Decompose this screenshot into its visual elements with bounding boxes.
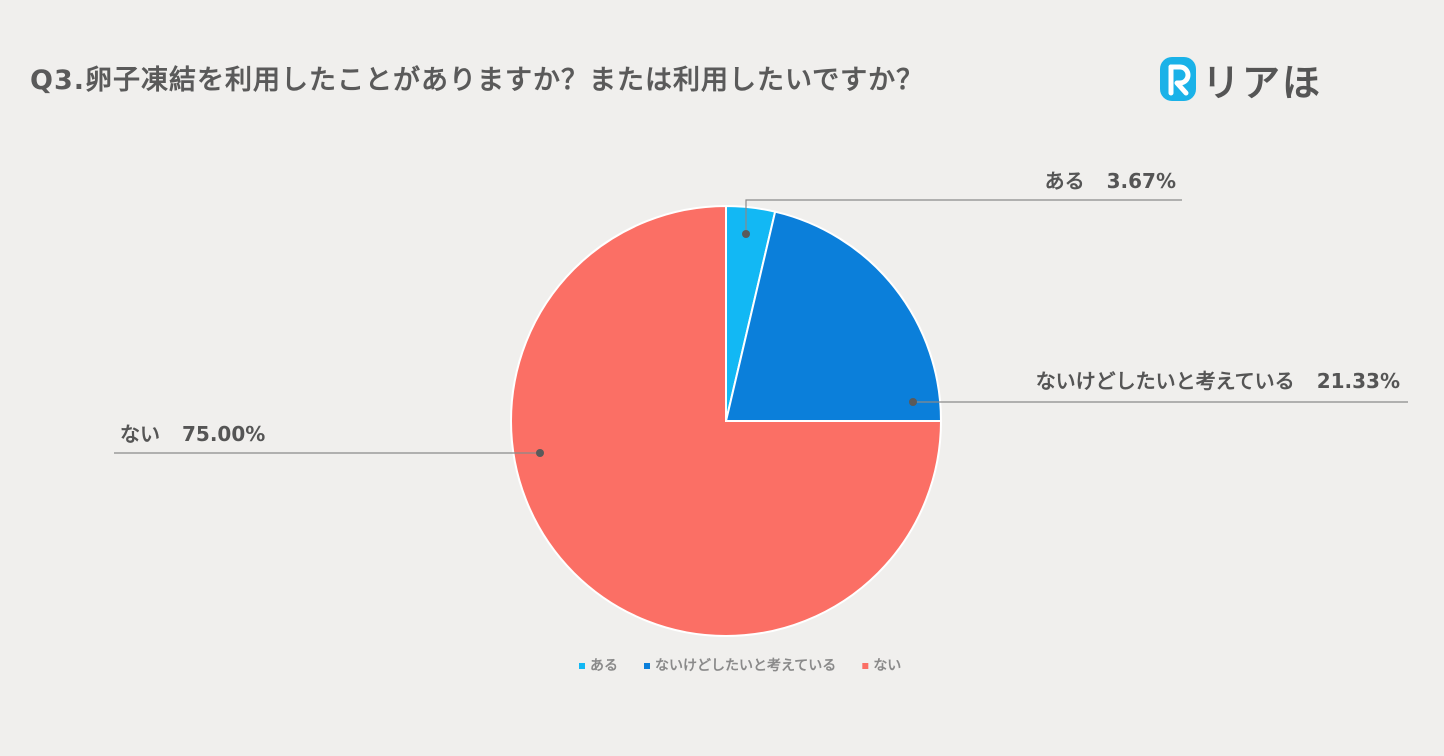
callout-line (745, 199, 1182, 234)
callout-dot (742, 230, 750, 238)
data-label-category: ない (120, 422, 160, 446)
data-label-value: 21.33% (1317, 369, 1400, 393)
logo-text: リアほ (1202, 60, 1323, 105)
legend-swatch (579, 663, 585, 669)
callout-dot (536, 449, 544, 457)
logo-r-icon (1160, 57, 1196, 101)
pie-slice (510, 204, 943, 637)
legend-entry: ないけどしたいと考えている (655, 657, 836, 674)
pie-slices (510, 204, 943, 637)
data-label-category: ある (1045, 169, 1085, 193)
legend: ある ないけどしたいと考えている ない (579, 657, 901, 674)
legend-entry: ある (590, 658, 618, 674)
callout-dot (909, 398, 917, 406)
pie-slice (724, 210, 943, 422)
data-label: ある 3.67% (1045, 169, 1176, 193)
page-title: Q3.卵子凍結を利用したことがありますか？または利用したいですか？ (30, 65, 925, 96)
data-label-value: 75.00% (182, 422, 265, 446)
data-label: ない 75.00% (120, 422, 265, 446)
data-label-value: 3.67% (1107, 169, 1176, 193)
legend-entry: ない (873, 658, 901, 674)
legend-swatch (644, 663, 650, 669)
data-label: ないけどしたいと考えている 21.33% (1036, 369, 1400, 393)
legend-swatch (862, 663, 869, 669)
data-label-category: ないけどしたいと考えている (1036, 369, 1295, 393)
callouts: ある 3.67% ないけどしたいと考えている 21.33% ない 75.00% (114, 169, 1408, 457)
brand-logo: リアほ (1158, 52, 1322, 106)
